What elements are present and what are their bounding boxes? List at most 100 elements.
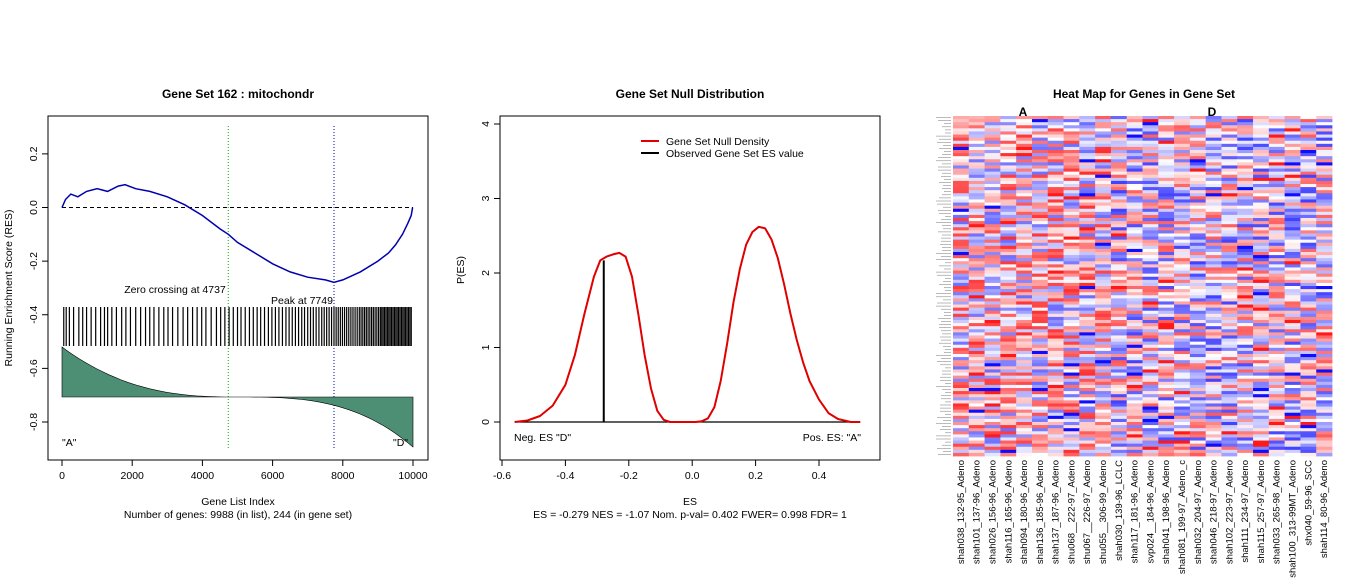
res-y-tick-label: -0.8 bbox=[28, 413, 40, 431]
heatmap-cell bbox=[1031, 214, 1049, 219]
heatmap-cell bbox=[1253, 190, 1270, 194]
heatmap-cell bbox=[1268, 193, 1286, 197]
heatmap-cell bbox=[1079, 298, 1096, 302]
heatmap-cell bbox=[1189, 335, 1207, 339]
heatmap-cell bbox=[1221, 338, 1238, 343]
heatmap-cell bbox=[1126, 381, 1143, 386]
heatmap-cell bbox=[1158, 360, 1175, 364]
heatmap-cell bbox=[1237, 425, 1254, 429]
heatmap-cell bbox=[1063, 261, 1080, 265]
heatmap-cell bbox=[1000, 168, 1017, 173]
heatmap-cell bbox=[1205, 180, 1222, 185]
heatmap-cell bbox=[1031, 137, 1049, 142]
heatmap-cell bbox=[1268, 184, 1286, 188]
heatmap-column-label: shah136_185-96_Adeno bbox=[1035, 460, 1046, 564]
heatmap-cell bbox=[984, 196, 1001, 200]
heatmap-cell bbox=[1126, 307, 1143, 312]
heatmap-cell bbox=[1000, 440, 1017, 445]
heatmap-cell bbox=[1079, 381, 1096, 386]
heatmap-cell bbox=[1047, 434, 1064, 438]
heatmap-cell bbox=[1047, 230, 1064, 234]
heatmap-cell bbox=[1047, 116, 1064, 120]
heatmap-cell bbox=[1268, 128, 1286, 132]
heatmap-cell bbox=[1268, 239, 1286, 244]
heatmap-cell bbox=[1095, 338, 1112, 343]
heatmap-cell bbox=[1000, 208, 1017, 213]
heatmap-cell bbox=[1316, 320, 1333, 324]
heatmap-cell bbox=[1237, 168, 1254, 173]
heatmap-cell bbox=[1316, 122, 1333, 126]
heatmap-cell bbox=[1189, 347, 1207, 352]
heatmap-cell bbox=[1158, 252, 1175, 256]
heatmap-cell bbox=[1095, 153, 1112, 157]
heatmap-cell bbox=[1047, 341, 1064, 346]
heatmap-cell bbox=[1237, 323, 1254, 327]
heatmap-cell bbox=[968, 221, 985, 225]
heatmap-cell bbox=[1047, 227, 1064, 231]
heatmap-cell bbox=[1126, 261, 1143, 265]
res-panel: Gene Set 162 : mitochondr 0 2000 4000 6000 8… bbox=[3, 87, 429, 521]
heatmap-cell bbox=[984, 146, 1001, 151]
heatmap-cell bbox=[1253, 388, 1270, 392]
heatmap-cell bbox=[1142, 230, 1159, 234]
heatmap-cell bbox=[1142, 375, 1159, 380]
heatmap-cell bbox=[1000, 375, 1017, 380]
heatmap-cell bbox=[1237, 143, 1254, 148]
res-x-tick-label: 8000 bbox=[331, 470, 355, 482]
heatmap-cell bbox=[1189, 153, 1207, 157]
heatmap-cell bbox=[1016, 332, 1033, 336]
heatmap-cell bbox=[1316, 449, 1333, 454]
heatmap-cell bbox=[1095, 341, 1112, 346]
heatmap-cell bbox=[1316, 187, 1333, 191]
heatmap-cell bbox=[1047, 437, 1064, 441]
heatmap-cell bbox=[1063, 276, 1080, 281]
heatmap-cell bbox=[1268, 258, 1286, 262]
heatmap-cell bbox=[1300, 363, 1317, 367]
heatmap-cell bbox=[968, 304, 985, 309]
heatmap-cell bbox=[984, 193, 1001, 197]
heatmap-cell bbox=[1253, 347, 1270, 352]
heatmap-cell bbox=[1079, 131, 1096, 135]
heatmap-cell bbox=[1268, 236, 1286, 241]
heatmap-cell bbox=[1205, 174, 1222, 179]
heatmap-cell bbox=[1189, 388, 1207, 392]
res-line bbox=[61, 183, 414, 284]
heatmap-cell bbox=[1110, 452, 1128, 457]
heatmap-cell bbox=[1284, 128, 1301, 132]
heatmap-cell bbox=[1047, 381, 1064, 386]
heatmap-cell bbox=[1174, 258, 1191, 262]
heatmap-cell bbox=[1110, 295, 1128, 299]
heatmap-cell bbox=[1284, 375, 1301, 380]
heatmap-cell bbox=[1189, 137, 1207, 142]
heatmap-cell bbox=[953, 289, 970, 293]
heatmap-cell bbox=[1000, 184, 1017, 188]
heatmap-cell bbox=[1221, 388, 1238, 392]
heatmap-cell bbox=[1253, 252, 1270, 256]
heatmap-cell bbox=[1237, 248, 1254, 253]
heatmap-cell bbox=[1142, 409, 1159, 414]
heatmap-cell bbox=[1016, 214, 1033, 219]
res-y-tick-label: 0.2 bbox=[28, 146, 40, 161]
heatmap-cell bbox=[1000, 381, 1017, 386]
heatmap-cell bbox=[1300, 434, 1317, 438]
heatmap-cell bbox=[1158, 335, 1175, 339]
heatmap-cell bbox=[1268, 245, 1286, 250]
heatmap-cell bbox=[1000, 258, 1017, 262]
heatmap-cell bbox=[1063, 310, 1080, 315]
heatmap-cell bbox=[1016, 388, 1033, 392]
heatmap-cell bbox=[1016, 227, 1033, 231]
heatmap-cell bbox=[1016, 190, 1033, 194]
heatmap-cell bbox=[1126, 323, 1143, 327]
heatmap-cell bbox=[953, 428, 970, 432]
heatmap-cell bbox=[1221, 159, 1238, 163]
heatmap-cell bbox=[1000, 425, 1017, 429]
heatmap-cell bbox=[1300, 446, 1317, 451]
null-x-label: ES bbox=[683, 496, 697, 508]
heatmap-cell bbox=[1237, 409, 1254, 414]
heatmap-cell bbox=[1268, 428, 1286, 432]
heatmap-cell bbox=[984, 116, 1001, 120]
heatmap-cell bbox=[1047, 326, 1064, 330]
heatmap-cell bbox=[1031, 360, 1049, 364]
heatmap-cell bbox=[1300, 394, 1317, 398]
heatmap-cell bbox=[1079, 252, 1096, 256]
